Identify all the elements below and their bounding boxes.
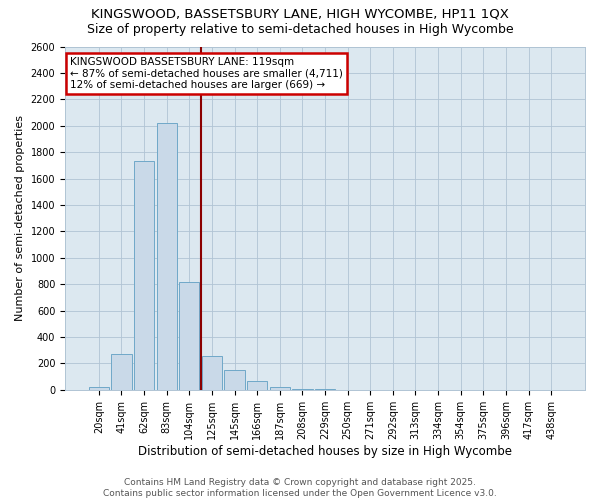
Y-axis label: Number of semi-detached properties: Number of semi-detached properties: [15, 115, 25, 321]
Bar: [111, 354, 131, 390]
Bar: [315, 389, 335, 390]
Bar: [292, 388, 313, 390]
Bar: [224, 370, 245, 390]
Bar: [134, 162, 154, 390]
X-axis label: Distribution of semi-detached houses by size in High Wycombe: Distribution of semi-detached houses by …: [138, 444, 512, 458]
Bar: [269, 386, 290, 390]
Text: Size of property relative to semi-detached houses in High Wycombe: Size of property relative to semi-detach…: [86, 22, 514, 36]
Bar: [179, 282, 199, 390]
Text: Contains HM Land Registry data © Crown copyright and database right 2025.
Contai: Contains HM Land Registry data © Crown c…: [103, 478, 497, 498]
Bar: [157, 123, 177, 390]
Bar: [247, 380, 268, 390]
Bar: [202, 356, 222, 390]
Text: KINGSWOOD, BASSETSBURY LANE, HIGH WYCOMBE, HP11 1QX: KINGSWOOD, BASSETSBURY LANE, HIGH WYCOMB…: [91, 8, 509, 20]
Bar: [89, 387, 109, 390]
Text: KINGSWOOD BASSETSBURY LANE: 119sqm
← 87% of semi-detached houses are smaller (4,: KINGSWOOD BASSETSBURY LANE: 119sqm ← 87%…: [70, 57, 343, 90]
